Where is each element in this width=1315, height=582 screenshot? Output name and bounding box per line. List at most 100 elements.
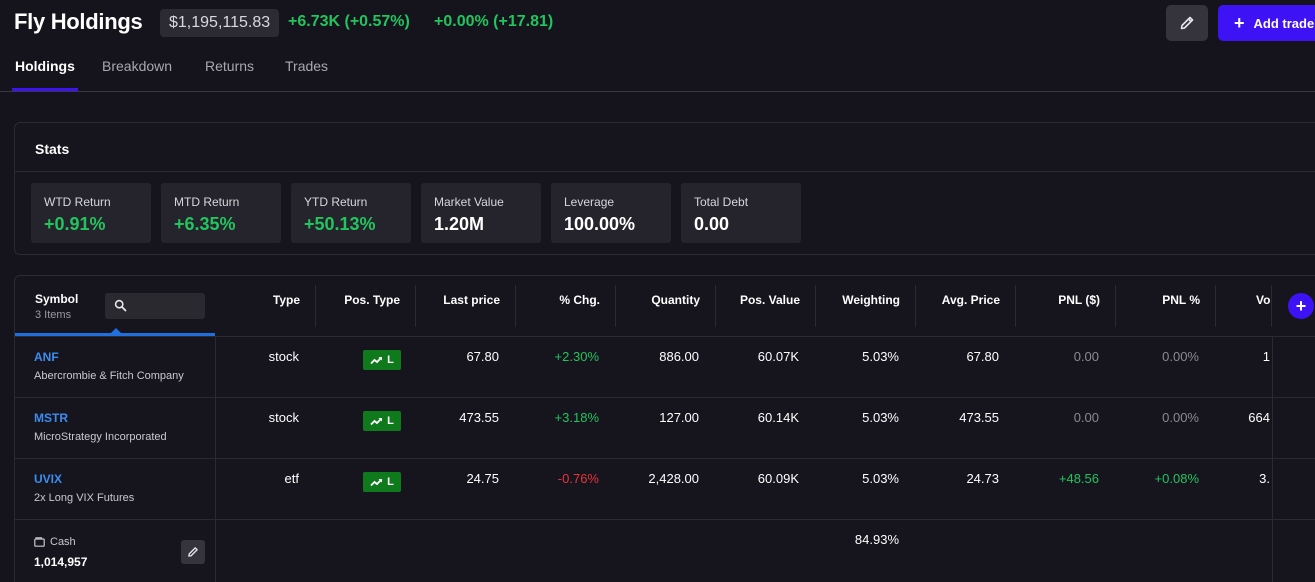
position-type-badge: L <box>363 411 401 431</box>
tab-returns[interactable]: Returns <box>205 58 255 74</box>
cell-pct-chg: +3.18% <box>554 410 599 425</box>
ticker-link[interactable]: ANF <box>34 350 59 364</box>
cell-volume: 1 <box>1262 349 1270 364</box>
stat-label: Leverage <box>564 195 615 209</box>
cell-pos-value: 60.07K <box>757 349 799 364</box>
stat-value: +6.35% <box>174 214 236 234</box>
cell-type: stock <box>268 349 299 364</box>
stats-title: Stats <box>35 141 70 157</box>
holdings-table: Symbol 3 Items Type Pos. Type Last price… <box>14 275 1315 582</box>
stat-label: MTD Return <box>174 195 240 209</box>
table-row[interactable]: MSTR MicroStrategy Incorporated stock L … <box>15 398 1315 459</box>
cell-pnl: 0.00 <box>1073 349 1099 364</box>
cell-quantity: 127.00 <box>659 410 699 425</box>
stats-divider <box>15 171 1315 172</box>
edit-portfolio-button[interactable] <box>1166 5 1208 41</box>
wallet-icon <box>34 537 45 547</box>
add-trade-label: Add trade <box>1253 15 1315 31</box>
column-header-pnl[interactable]: PNL ($) <box>1016 285 1116 327</box>
company-name: Abercrombie & Fitch Company <box>34 370 184 382</box>
cell-pnl-pct: +0.08% <box>1154 471 1199 486</box>
item-count: 3 Items <box>35 309 72 321</box>
symbol-column-divider <box>215 337 216 582</box>
cell-pct-chg: +2.30% <box>554 349 599 364</box>
company-name: MicroStrategy Incorporated <box>34 431 167 443</box>
caret-up-icon <box>111 328 121 333</box>
cell-last-price: 24.75 <box>466 471 499 486</box>
stat-label: WTD Return <box>44 195 111 209</box>
cell-volume: 664 <box>1248 410 1270 425</box>
cell-pos-value: 60.14K <box>757 410 799 425</box>
active-tab-indicator <box>12 88 78 91</box>
cell-avg-price: 24.73 <box>966 471 999 486</box>
column-header-volume[interactable]: Vo <box>1216 285 1272 327</box>
column-header-type[interactable]: Type <box>215 285 316 327</box>
stat-card-wtd-return: WTD Return +0.91% <box>31 183 151 243</box>
position-type-label: L <box>387 476 394 488</box>
cell-weighting: 5.03% <box>862 410 899 425</box>
symbol-column-indicator <box>15 333 215 336</box>
stat-label: YTD Return <box>304 195 368 209</box>
position-type-badge: L <box>363 350 401 370</box>
add-column-button[interactable]: + <box>1288 293 1314 319</box>
table-row[interactable]: UVIX 2x Long VIX Futures etf L 24.75 -0.… <box>15 459 1315 520</box>
ticker-link[interactable]: UVIX <box>34 472 63 486</box>
cell-avg-price: 473.55 <box>959 410 999 425</box>
stat-label: Total Debt <box>694 195 749 209</box>
column-header-weighting[interactable]: Weighting <box>816 285 916 327</box>
tab-trades[interactable]: Trades <box>285 58 329 74</box>
cell-pnl: 0.00 <box>1073 410 1099 425</box>
column-header-last-price[interactable]: Last price <box>416 285 516 327</box>
stat-card-ytd-return: YTD Return +50.13% <box>291 183 411 243</box>
cash-label: Cash <box>34 536 76 548</box>
cell-weighting: 5.03% <box>862 471 899 486</box>
ticker-link[interactable]: MSTR <box>34 411 68 425</box>
cell-last-price: 473.55 <box>459 410 499 425</box>
edit-cash-button[interactable] <box>181 540 205 564</box>
tab-holdings[interactable]: Holdings <box>15 58 75 74</box>
cell-pnl-pct: 0.00% <box>1162 349 1199 364</box>
cell-volume: 3. <box>1259 471 1270 486</box>
cell-quantity: 886.00 <box>659 349 699 364</box>
pencil-icon <box>188 547 198 557</box>
secondary-change: +0.00% (+17.81) <box>434 13 554 30</box>
plus-icon: + <box>1234 13 1245 33</box>
stat-value: +50.13% <box>304 214 376 234</box>
symbol-search[interactable] <box>105 293 205 319</box>
portfolio-title: Fly Holdings <box>14 9 143 34</box>
add-trade-button[interactable]: + Add trade <box>1218 5 1315 41</box>
stat-value: 1.20M <box>434 214 485 234</box>
position-type-label: L <box>387 354 394 366</box>
position-type-badge: L <box>363 472 401 492</box>
stat-card-leverage: Leverage 100.00% <box>551 183 671 243</box>
tab-bar: Holdings Breakdown Returns Trades <box>0 46 1315 92</box>
cell-type: stock <box>268 410 299 425</box>
column-header-avg-price[interactable]: Avg. Price <box>916 285 1016 327</box>
cell-type: etf <box>284 471 299 486</box>
stat-card-total-debt: Total Debt 0.00 <box>681 183 801 243</box>
stat-card-market-value: Market Value 1.20M <box>421 183 541 243</box>
pencil-icon <box>1180 16 1194 30</box>
tab-breakdown[interactable]: Breakdown <box>102 58 173 74</box>
column-header-pos-value[interactable]: Pos. Value <box>716 285 816 327</box>
company-name: 2x Long VIX Futures <box>34 492 135 504</box>
cash-row: Cash 1,014,957 84.93% <box>15 520 1315 581</box>
stat-value: 0.00 <box>694 214 730 234</box>
stat-value: +0.91% <box>44 214 106 234</box>
cell-pct-chg: -0.76% <box>557 471 599 486</box>
cell-last-price: 67.80 <box>466 349 499 364</box>
cash-label-text: Cash <box>50 536 76 548</box>
column-header-pnl-pct[interactable]: PNL % <box>1116 285 1216 327</box>
cash-value: 1,014,957 <box>34 555 88 569</box>
cash-weighting: 84.93% <box>854 532 899 547</box>
stats-panel: Stats WTD Return +0.91% MTD Return +6.35… <box>14 122 1315 255</box>
day-change: +6.73K (+0.57%) <box>288 13 410 30</box>
symbol-search-input[interactable] <box>131 293 201 319</box>
table-row[interactable]: ANF Abercrombie & Fitch Company stock L … <box>15 337 1315 398</box>
column-header-pct-chg[interactable]: % Chg. <box>516 285 616 327</box>
table-header-row: Symbol 3 Items Type Pos. Type Last price… <box>15 276 1315 337</box>
column-header-quantity[interactable]: Quantity <box>616 285 716 327</box>
column-header-pos-type[interactable]: Pos. Type <box>316 285 416 327</box>
symbol-column-header[interactable]: Symbol <box>35 292 79 306</box>
stat-card-mtd-return: MTD Return +6.35% <box>161 183 281 243</box>
